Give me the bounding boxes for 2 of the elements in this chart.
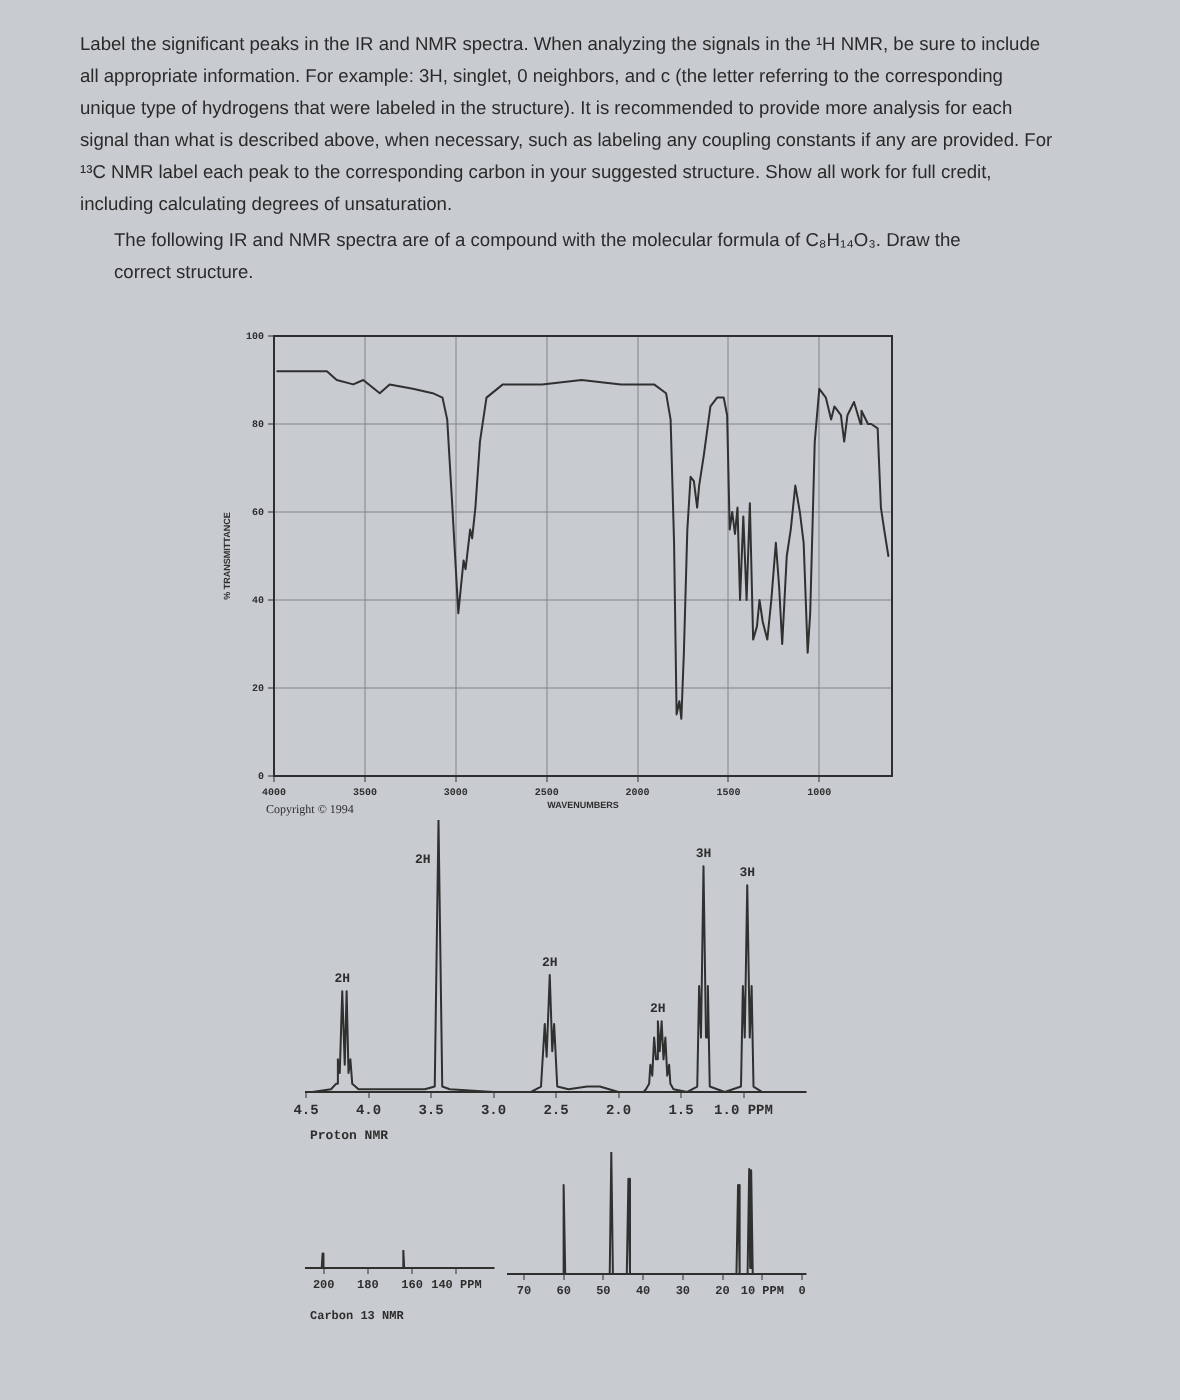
chart-subtitle: The following IR and NMR spectra are of a compound with the molecular formula of C₈H₁₄O₃. Draw the correct structure. bbox=[114, 228, 963, 286]
chart-title: Label the significant peaks in the IR and NMR spectra. When analyzing the signals in the ¹H NMR, be sure to include all appropriate information. For example: 3H, singlet, 0 neighbors, and c (the letter referring to the corresponding unique type of hydrogens that were labeled in the structure). It is recommended to provide more analysis for each signal than what is described above, when necessary, such as labeling any coupling constants if any are provided. For ¹³C NMR label each peak to the corresponding carbon in your suggested structure. Show all work for full credit, including calculating degrees of unsaturation. bbox=[80, 32, 1055, 218]
